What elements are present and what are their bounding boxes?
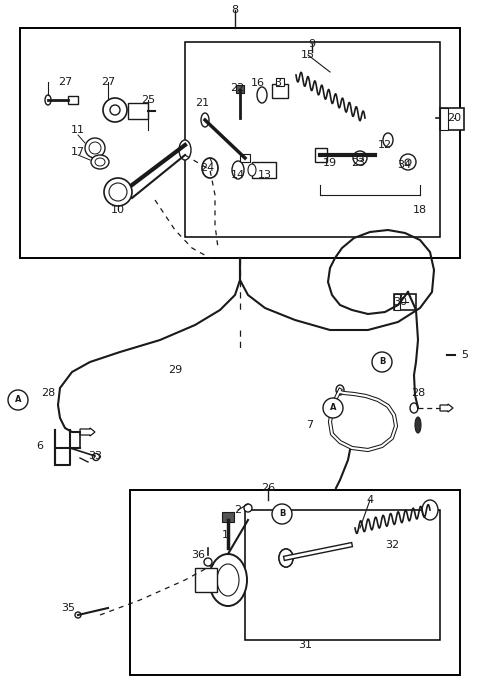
Ellipse shape [179,140,191,160]
Text: 4: 4 [366,495,373,505]
Text: 1: 1 [221,530,228,540]
Ellipse shape [383,133,393,147]
Circle shape [323,398,343,418]
Ellipse shape [244,504,252,512]
Ellipse shape [257,87,267,103]
Text: 24: 24 [200,163,214,173]
Text: 7: 7 [306,420,313,430]
Text: 22: 22 [230,83,244,93]
Text: B: B [379,357,385,366]
Bar [240,154,250,162]
Ellipse shape [89,142,101,154]
Text: 11: 11 [71,125,85,135]
Text: B: B [279,510,285,519]
Bar [130,490,460,675]
Text: 6: 6 [36,441,44,451]
Text: 28: 28 [41,388,55,398]
Bar [20,28,460,258]
Ellipse shape [353,151,367,165]
Bar [272,84,288,98]
Text: 30: 30 [393,297,407,307]
Text: 21: 21 [195,98,209,108]
Ellipse shape [279,549,293,567]
Bar [315,148,327,162]
Text: 36: 36 [191,550,205,560]
Ellipse shape [109,183,127,201]
Text: 32: 32 [385,540,399,550]
Text: 5: 5 [461,350,468,360]
Text: 8: 8 [231,5,239,15]
Text: 12: 12 [378,140,392,150]
Circle shape [8,390,28,410]
Ellipse shape [400,154,416,170]
Ellipse shape [357,155,363,161]
Text: 9: 9 [309,39,315,49]
Ellipse shape [336,385,344,395]
Text: 29: 29 [168,365,182,375]
Bar [245,510,440,640]
Bar [394,294,400,310]
Ellipse shape [110,105,120,115]
Ellipse shape [95,158,105,166]
Text: 14: 14 [231,170,245,180]
Text: A: A [330,403,336,412]
Text: 23: 23 [351,158,365,168]
Ellipse shape [279,549,293,567]
Ellipse shape [209,554,247,606]
Text: 16: 16 [251,78,265,88]
Ellipse shape [75,612,81,618]
Bar [394,294,416,310]
Text: 15: 15 [301,50,315,60]
Circle shape [372,352,392,372]
Ellipse shape [405,159,411,165]
Text: 25: 25 [141,95,155,105]
Ellipse shape [103,98,127,122]
Text: 27: 27 [101,77,115,87]
Text: 2: 2 [234,505,241,515]
Bar [68,96,78,104]
Ellipse shape [104,178,132,206]
Ellipse shape [422,500,438,520]
Text: 31: 31 [298,640,312,650]
Bar [185,42,440,237]
Text: 33: 33 [88,451,102,461]
Text: 10: 10 [111,205,125,215]
Bar [195,568,217,592]
Bar [440,108,448,130]
Text: 17: 17 [71,147,85,157]
Ellipse shape [201,113,209,127]
Ellipse shape [204,558,212,566]
Text: 27: 27 [58,77,72,87]
Text: 13: 13 [258,170,272,180]
Text: 26: 26 [261,483,275,493]
Text: A: A [15,396,21,405]
Ellipse shape [85,138,105,158]
Ellipse shape [248,164,256,176]
Circle shape [272,504,292,524]
Text: 18: 18 [413,205,427,215]
Text: 34: 34 [397,160,411,170]
Ellipse shape [91,155,109,169]
FancyArrow shape [80,428,95,436]
Ellipse shape [232,161,244,179]
Bar [128,103,148,119]
Ellipse shape [202,158,218,178]
Text: 19: 19 [323,158,337,168]
Text: 28: 28 [411,388,425,398]
Ellipse shape [93,454,99,461]
Ellipse shape [45,95,51,105]
Bar [276,78,284,86]
Bar [222,512,234,522]
Bar [440,108,464,130]
Text: 20: 20 [447,113,461,123]
Ellipse shape [415,417,421,433]
Text: 3: 3 [275,78,281,88]
Text: 35: 35 [61,603,75,613]
Ellipse shape [217,564,239,596]
Bar [252,162,276,178]
FancyArrow shape [440,404,453,412]
Bar [236,85,244,93]
Ellipse shape [410,403,418,413]
